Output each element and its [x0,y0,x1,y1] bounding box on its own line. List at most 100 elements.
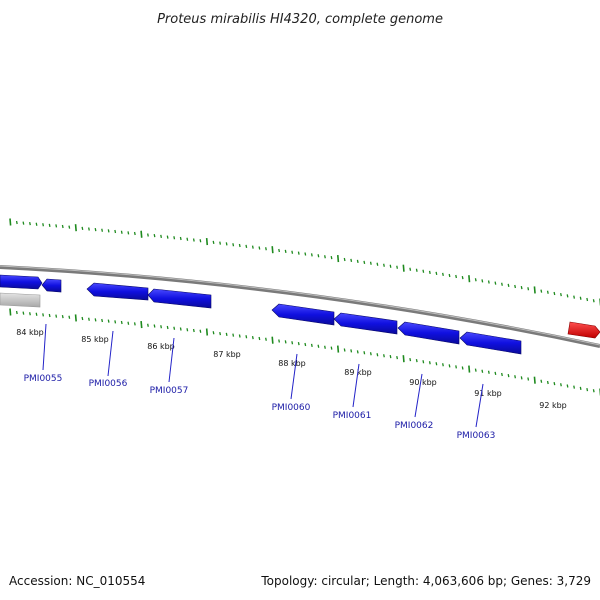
gene-label[interactable]: PMI0057 [150,386,189,396]
minor-tick [396,356,399,360]
gene-gray-bar[interactable] [0,292,41,308]
minor-tick [435,271,438,275]
minor-tick [546,290,549,294]
minor-tick [428,270,431,274]
minor-tick [579,296,582,300]
minor-tick [166,325,169,330]
minor-tick [409,267,412,271]
minor-tick [560,383,562,387]
major-tick [140,230,143,238]
minor-tick [22,221,25,225]
gene-label[interactable]: PMI0056 [89,379,128,389]
minor-tick [94,227,97,232]
minor-tick [238,334,241,338]
minor-tick [310,253,313,257]
minor-tick [219,241,222,245]
minor-tick [494,371,497,376]
minor-tick [127,231,130,235]
gene-arrow-red[interactable] [567,321,600,339]
minor-tick [481,369,484,373]
minor-tick [579,386,582,390]
minor-tick [15,220,18,225]
minor-tick [415,359,418,363]
major-tick [9,308,12,316]
minor-tick [297,341,300,346]
minor-tick [369,261,372,265]
minor-tick [507,283,510,287]
minor-tick [514,284,517,289]
minor-tick [363,351,366,355]
minor-tick [448,364,451,368]
gene-arrow[interactable] [0,274,43,290]
minor-tick [540,289,543,293]
minor-tick [265,247,267,251]
major-tick [533,286,536,294]
minor-tick [166,235,169,239]
minor-tick [212,331,215,335]
minor-tick [179,236,182,241]
minor-tick [501,372,503,377]
minor-tick [494,281,497,285]
minor-tick [160,325,163,329]
minor-tick [88,227,90,231]
minor-tick [48,313,51,318]
minor-tick [55,224,58,228]
gene-label[interactable]: PMI0061 [333,411,372,421]
minor-tick [428,361,431,365]
minor-tick [42,313,45,317]
minor-tick [461,366,464,370]
minor-tick [487,370,490,374]
major-tick [205,328,209,336]
major-tick [74,224,77,232]
minor-tick [389,355,392,359]
gene-arrow[interactable] [41,278,62,293]
minor-tick [356,259,359,263]
minor-tick [586,387,589,392]
leader-line [42,323,47,371]
minor-tick [61,224,64,229]
minor-tick [35,312,38,316]
gene-arrow[interactable] [271,303,335,326]
kbp-label: 84 kbp [16,328,44,337]
minor-tick [291,341,294,345]
major-tick [271,246,274,254]
minor-tick [527,377,530,381]
minor-tick [153,324,156,328]
minor-tick [566,384,569,388]
minor-tick [22,311,25,315]
minor-tick [330,346,333,350]
gene-arrow[interactable] [333,312,398,335]
gene-track [0,274,600,355]
minor-tick [179,327,182,331]
minor-tick [107,319,110,323]
minor-tick [284,249,287,253]
minor-tick [487,280,490,284]
minor-tick [350,258,353,263]
minor-tick [369,352,372,356]
minor-tick [61,315,64,319]
minor-tick [422,269,425,273]
minor-tick [55,314,58,318]
gene-label[interactable]: PMI0062 [395,421,434,431]
minor-tick [88,317,90,321]
gene-arrow[interactable] [459,331,522,355]
minor-tick [258,336,261,341]
minor-tick [507,373,510,378]
gene-label[interactable]: PMI0063 [457,431,496,441]
gene-arrow[interactable] [86,282,149,301]
major-tick [205,237,209,246]
minor-tick [343,257,346,262]
minor-tick [396,265,399,269]
major-tick [402,355,405,363]
major-tick [468,275,471,283]
minor-tick [592,389,595,393]
minor-tick [592,299,595,303]
gene-labels: PMI0055 PMI0056 PMI0057 PMI0060 PMI0061 … [24,374,496,441]
gene-arrow[interactable] [147,288,212,309]
minor-tick [304,252,307,256]
minor-tick [461,275,464,280]
gene-label[interactable]: PMI0060 [272,403,311,413]
gene-label[interactable]: PMI0055 [24,374,63,384]
gene-arrow[interactable] [397,321,460,345]
